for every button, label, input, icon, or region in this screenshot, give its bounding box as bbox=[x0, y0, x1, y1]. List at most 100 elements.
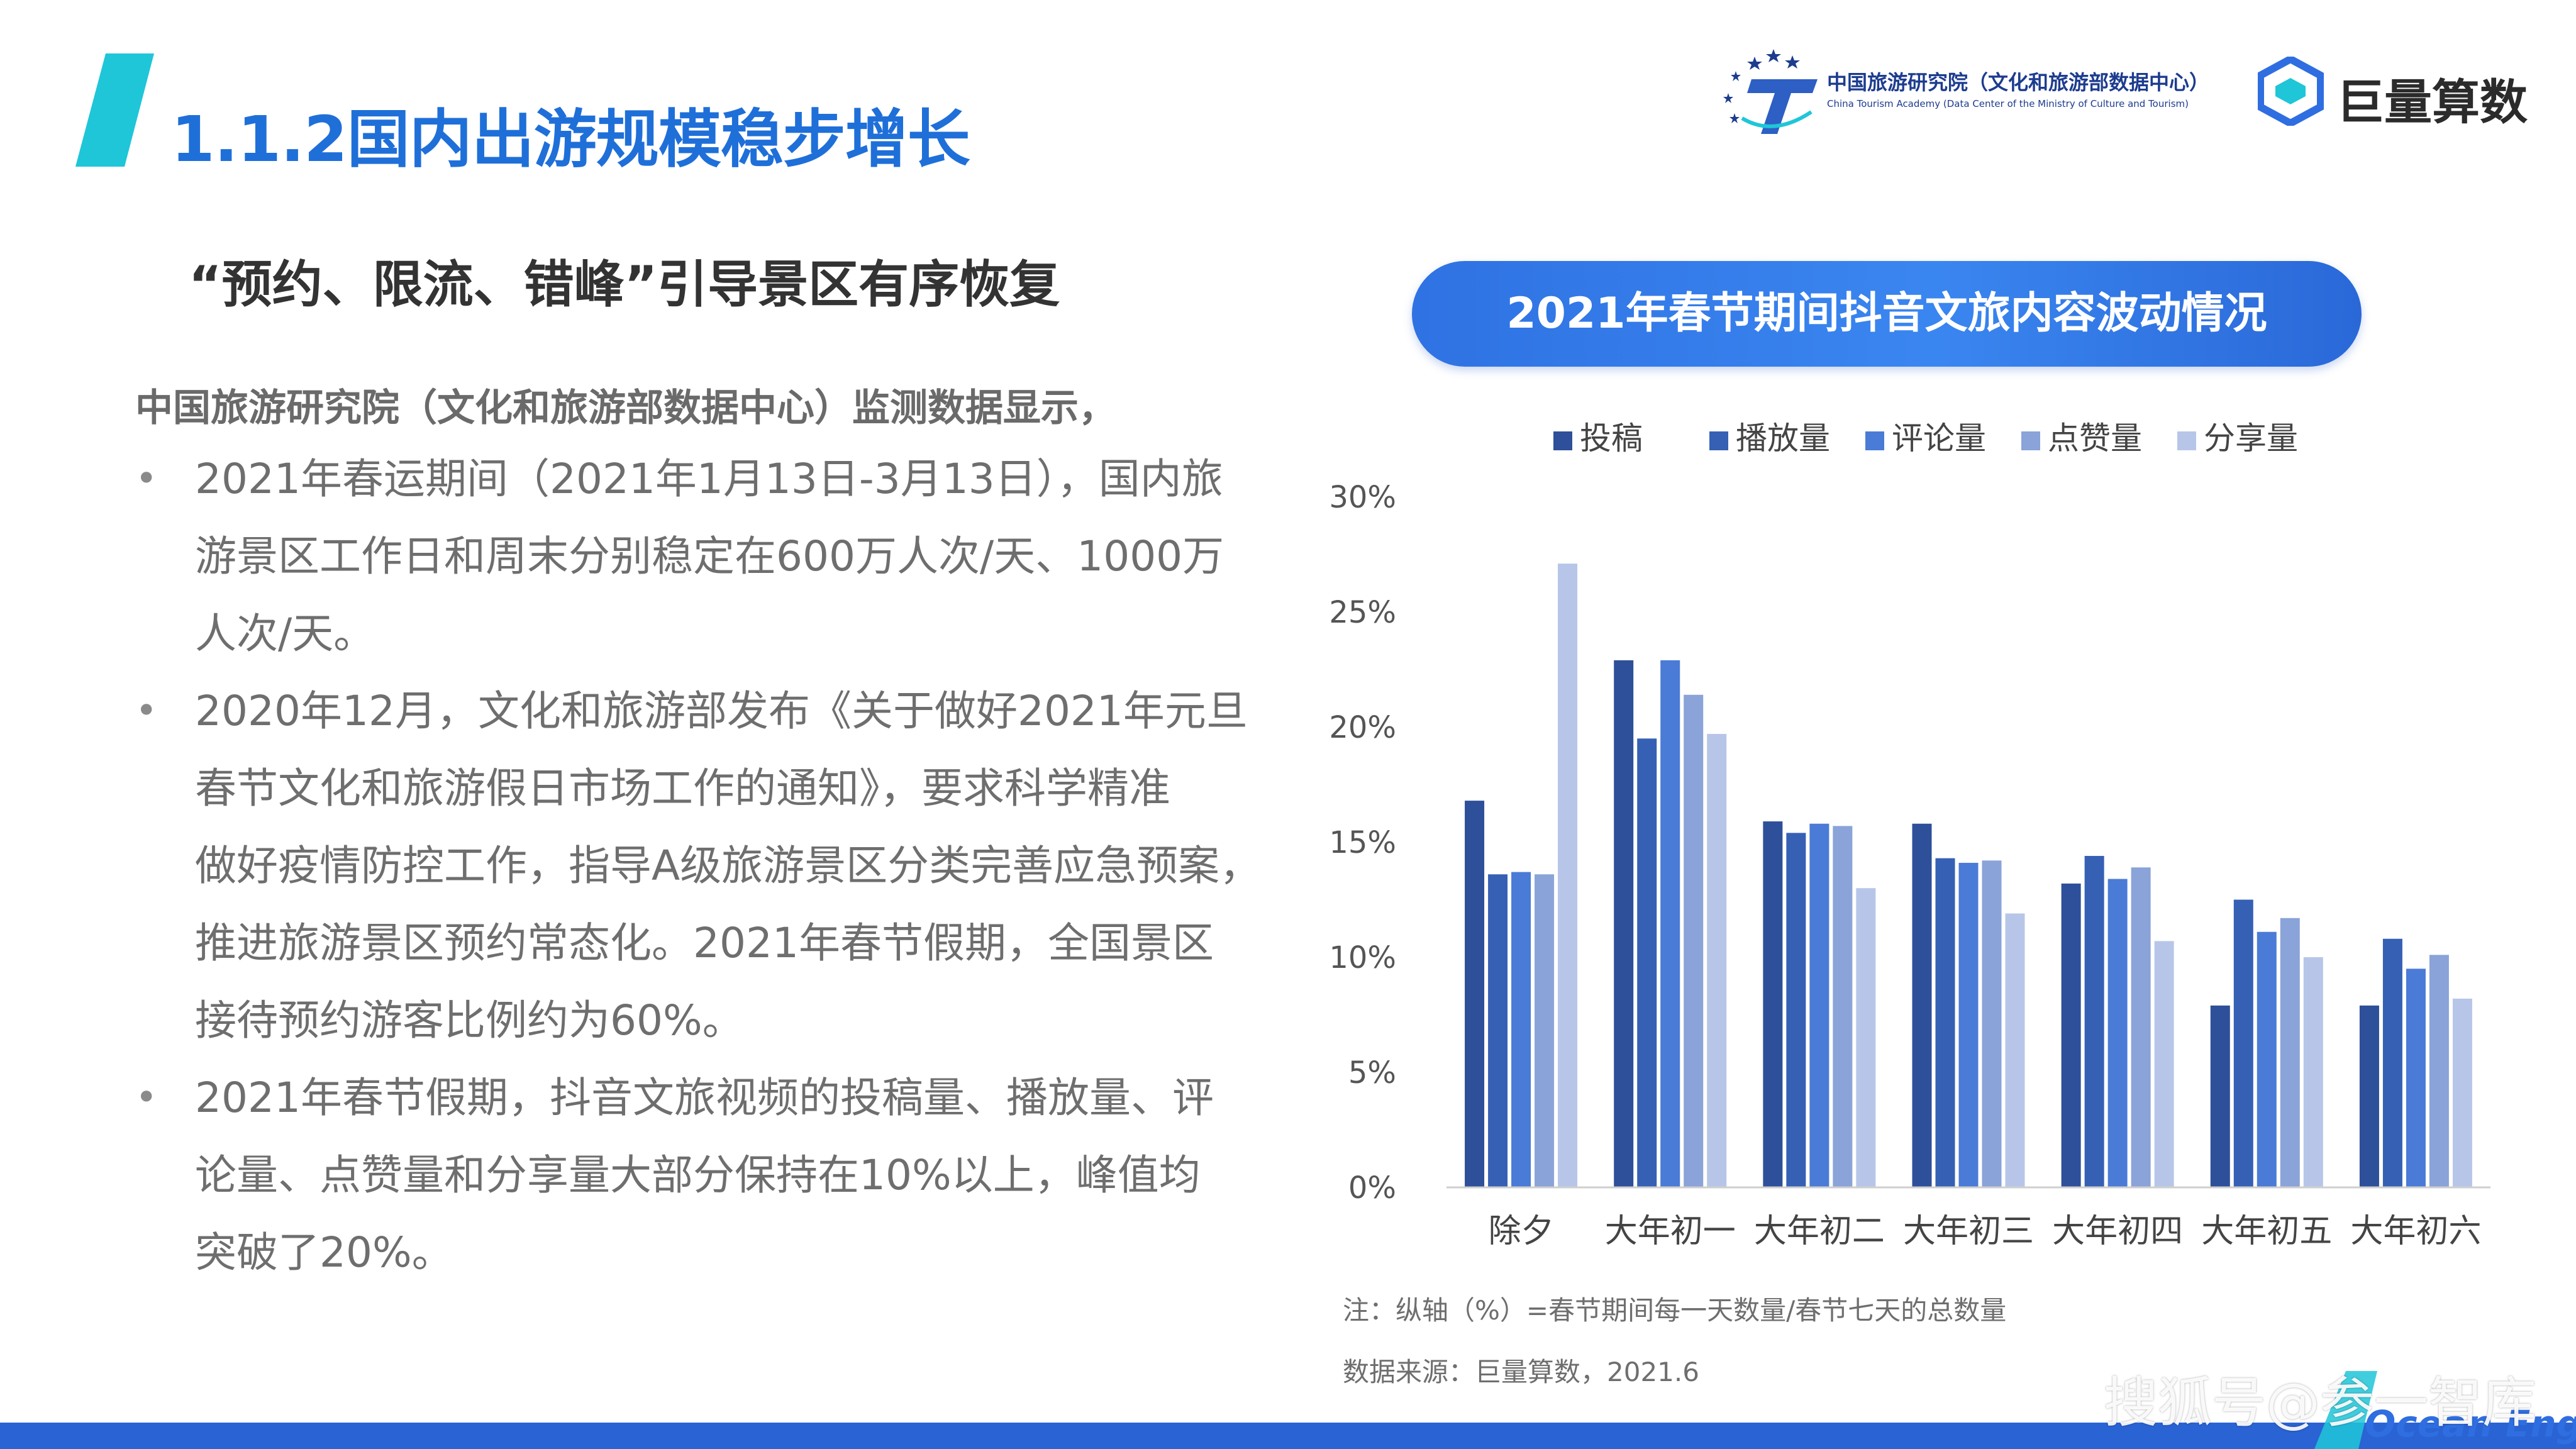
bar bbox=[1535, 874, 1555, 1187]
y-tick-label: 25% bbox=[1329, 595, 1396, 630]
bar-group bbox=[1465, 564, 2472, 1187]
bar bbox=[1912, 823, 1932, 1187]
bar bbox=[1809, 823, 1829, 1187]
title-accent-bar bbox=[75, 53, 154, 167]
bullet-item: • 2020年12月，文化和旅游部发布《关于做好2021年元旦 春节文化和旅游假… bbox=[129, 672, 1311, 1059]
y-tick-label: 10% bbox=[1329, 940, 1396, 975]
ocean-engine-name: 巨量算数 bbox=[2336, 74, 2528, 130]
chart-note: 注：纵轴（%）=春节期间每一天数量/春节七天的总数量 bbox=[1343, 1295, 2007, 1326]
legend-label: 播放量 bbox=[1736, 420, 1830, 457]
bullet-item: • 2021年春节假期，抖音文旅视频的投稿量、播放量、评 论量、点赞量和分享量大… bbox=[129, 1059, 1311, 1291]
bullet-line: 2021年春运期间（2021年1月13日-3月13日），国内旅 bbox=[195, 455, 1223, 503]
bullet-line: 论量、点赞量和分享量大部分保持在10%以上，峰值均 bbox=[195, 1151, 1201, 1199]
legend-swatch bbox=[1553, 431, 1572, 450]
bar bbox=[2107, 879, 2128, 1187]
x-tick-label: 大年初二 bbox=[1754, 1213, 1885, 1250]
bar bbox=[1763, 821, 1783, 1187]
x-tick-label: 大年初一 bbox=[1605, 1213, 1736, 1250]
bar-chart: 投稿 播放量 评论量 点赞量 分享量 0% 5% 10% 15% 20% 25% 30% 除夕 大年初… bbox=[1329, 420, 2490, 1250]
legend-swatch bbox=[2177, 431, 2196, 450]
bullet-line: 推进旅游景区预约常态化。2021年春节假期，全国景区 bbox=[195, 919, 1214, 967]
legend-swatch bbox=[1865, 431, 1884, 450]
footer-ocean-engine-text: Ocean Engine bbox=[2365, 1402, 2576, 1445]
china-tourism-academy-logo: 中国旅游研究院（文化和旅游部数据中心） China Tourism Academ… bbox=[1717, 43, 2233, 137]
y-tick-label: 5% bbox=[1348, 1055, 1396, 1091]
chart-title-pill: 2021年春节期间抖音文旅内容波动情况 bbox=[1412, 261, 2362, 367]
bar bbox=[2303, 957, 2323, 1187]
bar bbox=[2233, 899, 2253, 1187]
bar bbox=[2406, 969, 2426, 1187]
ocean-engine-logo: 巨量算数 bbox=[2258, 53, 2528, 130]
x-tick-label: 大年初五 bbox=[2201, 1213, 2332, 1250]
x-axis: 除夕 大年初一 大年初二 大年初三 大年初四 大年初五 大年初六 bbox=[1489, 1213, 2482, 1250]
bullet-line: 做好疫情防控工作，指导A级旅游景区分类完善应急预案， bbox=[195, 841, 1262, 890]
legend-label: 投稿 bbox=[1580, 420, 1643, 457]
bullet-line: 2021年春节假期，抖音文旅视频的投稿量、播放量、评 bbox=[195, 1074, 1214, 1122]
chart-legend: 投稿 播放量 评论量 点赞量 分享量 bbox=[1553, 420, 2298, 457]
bar bbox=[1465, 801, 1485, 1187]
bar bbox=[2280, 918, 2300, 1187]
bar bbox=[1660, 660, 1680, 1187]
footer-ocean-shape-icon bbox=[2314, 1371, 2377, 1449]
footer-ocean-engine-logo: Ocean Engine bbox=[2289, 1371, 2576, 1449]
bar bbox=[1935, 858, 1955, 1187]
bar bbox=[2452, 998, 2472, 1187]
bar bbox=[2084, 855, 2104, 1187]
bar bbox=[1982, 860, 2002, 1187]
x-tick-label: 大年初四 bbox=[2052, 1213, 2183, 1250]
bullet-line: 突破了20%。 bbox=[195, 1228, 453, 1277]
legend-label: 分享量 bbox=[2204, 420, 2298, 457]
bar bbox=[2154, 941, 2174, 1187]
intro-text: 中国旅游研究院（文化和旅游部数据中心）监测数据显示， bbox=[135, 386, 1116, 430]
bullet-dot: • bbox=[135, 1075, 158, 1119]
y-tick-label: 0% bbox=[1348, 1170, 1396, 1206]
data-source: 数据来源：巨量算数，2021.6 bbox=[1343, 1357, 1699, 1387]
legend-swatch bbox=[1709, 431, 1728, 450]
watermark: 搜狐号@参一智库 bbox=[2104, 1372, 2536, 1435]
bullet-list: • 2021年春运期间（2021年1月13日-3月13日），国内旅 游景区工作日… bbox=[129, 440, 1311, 1291]
bullet-dot: • bbox=[135, 689, 158, 733]
bar bbox=[2257, 931, 2277, 1187]
y-tick-label: 30% bbox=[1329, 480, 1396, 515]
bar bbox=[2131, 867, 2151, 1187]
bullet-item: • 2021年春运期间（2021年1月13日-3月13日），国内旅 游景区工作日… bbox=[129, 440, 1311, 672]
bullet-dot: • bbox=[135, 457, 158, 501]
x-tick-label: 大年初三 bbox=[1903, 1213, 2034, 1250]
bullet-line: 2020年12月，文化和旅游部发布《关于做好2021年元旦 bbox=[195, 687, 1248, 735]
cta-name-en: China Tourism Academy (Data Center of th… bbox=[1827, 98, 2189, 109]
y-axis: 0% 5% 10% 15% 20% 25% 30% bbox=[1329, 480, 1396, 1206]
bar bbox=[1637, 738, 1657, 1187]
cta-emblem-icon bbox=[1723, 49, 1818, 134]
bullet-line: 接待预约游客比例约为60%。 bbox=[195, 996, 744, 1045]
cta-name-cn: 中国旅游研究院（文化和旅游部数据中心） bbox=[1827, 70, 2210, 94]
bar bbox=[1833, 826, 1853, 1187]
bar bbox=[1958, 862, 1979, 1187]
bar bbox=[2429, 955, 2449, 1187]
bar bbox=[2005, 913, 2025, 1187]
bar bbox=[1786, 833, 1806, 1187]
page-title: 1.1.2国内出游规模稳步增长 bbox=[171, 103, 970, 176]
bar bbox=[2210, 1005, 2230, 1187]
bar bbox=[1707, 733, 1727, 1187]
x-tick-label: 大年初六 bbox=[2350, 1213, 2481, 1250]
bar bbox=[1558, 564, 1578, 1187]
bar bbox=[1684, 694, 1704, 1187]
chart-title: 2021年春节期间抖音文旅内容波动情况 bbox=[1506, 289, 2267, 338]
section-subtitle: “预约、限流、错峰”引导景区有序恢复 bbox=[189, 255, 1060, 314]
ocean-engine-hexagon-icon bbox=[2258, 57, 2324, 126]
bullet-line: 游景区工作日和周末分别稳定在600万人次/天、1000万 bbox=[195, 532, 1224, 580]
bar bbox=[1488, 874, 1508, 1187]
bullet-line: 人次/天。 bbox=[195, 609, 375, 658]
legend-swatch bbox=[2021, 431, 2040, 450]
bar bbox=[2382, 938, 2402, 1187]
y-tick-label: 20% bbox=[1329, 710, 1396, 745]
legend-label: 点赞量 bbox=[2048, 420, 2142, 457]
legend-label: 评论量 bbox=[1892, 420, 1986, 457]
x-tick-label: 除夕 bbox=[1489, 1213, 1554, 1250]
bar bbox=[1856, 888, 1876, 1187]
bullet-line: 春节文化和旅游假日市场工作的通知》，要求科学精准 bbox=[195, 764, 1170, 813]
bar bbox=[2061, 883, 2081, 1187]
footer-band bbox=[0, 1423, 2576, 1449]
bar bbox=[1511, 872, 1531, 1187]
bar bbox=[2359, 1005, 2379, 1187]
